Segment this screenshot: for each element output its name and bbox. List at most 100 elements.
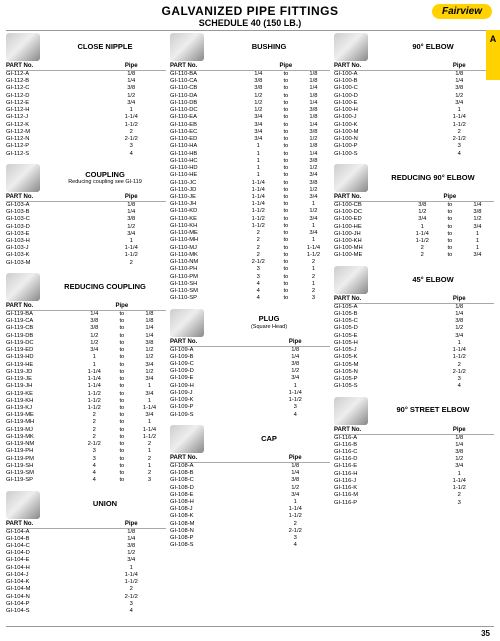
table-row: GI-110-EC3/4to3/8	[170, 129, 330, 136]
column-1: CLOSE NIPPLEPART No.PipeGI-112-A1/8GI-11…	[6, 33, 166, 621]
table-row: GI-116-D1/2	[334, 456, 494, 463]
section-90-elbow: 90° ELBOWPART No.PipeGI-100-A1/8GI-100-B…	[334, 33, 494, 158]
table-row: GI-104-N2-1/2	[6, 594, 166, 601]
page-subtitle: SCHEDULE 40 (150 LB.)	[0, 18, 500, 28]
table-row: GI-100-M2	[334, 129, 494, 136]
table-row: GI-108-B1/4	[170, 470, 330, 477]
table-row: GI-110-PH3to1	[170, 266, 330, 273]
section-title: UNION	[44, 500, 166, 508]
table-row: GI-110-PM3to2	[170, 274, 330, 281]
col-pipe: Pipe	[96, 194, 166, 200]
col-pipe: Pipe	[439, 194, 461, 200]
product-image	[6, 33, 40, 61]
table-row: GI-112-D1/2	[6, 93, 166, 100]
table-row: GI-108-K1-1/2	[170, 513, 330, 520]
table-row: GI-119-JE1-1/4to3/4	[6, 376, 166, 383]
table-row: GI-110-JD1-1/4to1/2	[170, 187, 330, 194]
section-title: COUPLINGReducing coupling see GI-119	[44, 171, 166, 185]
table-row: GI-105-S4	[334, 383, 494, 390]
table-row: GI-105-M2	[334, 362, 494, 369]
product-image	[170, 33, 204, 61]
col-part: PART No.	[6, 63, 96, 69]
table-row: GI-119-MK2to1-1/2	[6, 434, 166, 441]
section-bushing: BUSHINGPART No.PipeGI-110-BA1/4to1/8GI-1…	[170, 33, 330, 303]
table-row: GI-108-A1/8	[170, 463, 330, 470]
table-row: GI-103-D1/2	[6, 224, 166, 231]
table-row: GI-112-H1	[6, 107, 166, 114]
table-row: GI-104-K1-1/2	[6, 579, 166, 586]
table-row: GI-108-J1-1/4	[170, 506, 330, 513]
table-row: GI-110-HB1to1/4	[170, 151, 330, 158]
table-row: GI-100-MH2to1	[334, 245, 494, 252]
table-row: GI-100-KH1-1/2to1	[334, 238, 494, 245]
section-title: BUSHING	[208, 43, 330, 51]
table-row: GI-103-H1	[6, 238, 166, 245]
table-row: GI-112-K1-1/2	[6, 122, 166, 129]
table-row: GI-100-P3	[334, 143, 494, 150]
table-row: GI-109-S4	[170, 412, 330, 419]
table-row: GI-104-D1/2	[6, 550, 166, 557]
table-row: GI-110-KH1-1/2to1	[170, 223, 330, 230]
table-row: GI-110-CB3/8to1/4	[170, 85, 330, 92]
section-title: CLOSE NIPPLE	[44, 43, 166, 51]
table-row: GI-109-D1/2	[170, 368, 330, 375]
col-pipe: Pipe	[424, 296, 494, 302]
section-title: CAP	[208, 435, 330, 443]
col-pipe: Pipe	[424, 427, 494, 433]
table-row: GI-100-C3/8	[334, 85, 494, 92]
table-row: GI-116-K1-1/2	[334, 485, 494, 492]
table-row: GI-100-D1/2	[334, 93, 494, 100]
table-row: GI-110-CA3/8to1/8	[170, 78, 330, 85]
table-row: GI-119-MH2to1	[6, 419, 166, 426]
table-row: GI-116-J1-1/4	[334, 478, 494, 485]
table-row: GI-105-A1/8	[334, 304, 494, 311]
col-pipe: Pipe	[275, 63, 297, 69]
table-row: GI-100-E3/4	[334, 100, 494, 107]
table-row: GI-108-H1	[170, 499, 330, 506]
table-row: GI-110-EB3/4to1/4	[170, 122, 330, 129]
table-row: GI-103-J1-1/4	[6, 245, 166, 252]
table-row: GI-119-JD1-1/4to1/2	[6, 369, 166, 376]
table-row: GI-119-DB1/2to1/4	[6, 333, 166, 340]
table-row: GI-119-SM4to2	[6, 470, 166, 477]
table-row: GI-103-B1/4	[6, 209, 166, 216]
table-row: GI-119-KH1-1/2to1	[6, 398, 166, 405]
section-reducing-90-elbow: REDUCING 90° ELBOWPART No.PipeGI-100-CB3…	[334, 164, 494, 260]
table-row: GI-103-M2	[6, 260, 166, 267]
table-row: GI-100-JH1-1/4to1	[334, 231, 494, 238]
col-pipe: Pipe	[424, 63, 494, 69]
product-image	[6, 164, 40, 192]
table-row: GI-104-H1	[6, 565, 166, 572]
table-row: GI-119-HE1to3/4	[6, 362, 166, 369]
table-row: GI-105-E3/4	[334, 333, 494, 340]
section-coupling: COUPLINGReducing coupling see GI-119PART…	[6, 164, 166, 267]
product-image	[334, 164, 368, 192]
table-row: GI-104-J1-1/4	[6, 572, 166, 579]
table-row: GI-105-J1-1/4	[334, 347, 494, 354]
table-row: GI-110-HE1to3/4	[170, 172, 330, 179]
table-row: GI-112-A1/8	[6, 71, 166, 78]
table-row: GI-109-E3/4	[170, 375, 330, 382]
table-row: GI-112-P3	[6, 143, 166, 150]
table-row: GI-105-P3	[334, 376, 494, 383]
table-row: GI-112-S4	[6, 151, 166, 158]
product-image	[170, 309, 204, 337]
product-image	[334, 266, 368, 294]
table-row: GI-104-E3/4	[6, 557, 166, 564]
product-image	[6, 491, 40, 519]
page-header: GALVANIZED PIPE FITTINGS SCHEDULE 40 (15…	[0, 0, 500, 30]
col-pipe: Pipe	[96, 63, 166, 69]
section-title: 90° ELBOW	[372, 43, 494, 51]
table-row: GI-116-E3/4	[334, 463, 494, 470]
table-row: GI-100-A1/8	[334, 71, 494, 78]
table-row: GI-108-S4	[170, 542, 330, 549]
col-part: PART No.	[170, 63, 242, 69]
section-close-nipple: CLOSE NIPPLE PART No.Pipe GI-112-A1/8 GI-11…	[6, 33, 166, 158]
table-row: GI-104-A1/8	[6, 529, 166, 536]
table-row: GI-100-CB3/8to1/4	[334, 202, 494, 209]
table-row: GI-119-CA3/8to1/8	[6, 318, 166, 325]
table-row: GI-100-DC1/2to3/8	[334, 209, 494, 216]
section-title: PLUG(Square Head)	[208, 315, 330, 329]
section-90-street-elbow: 90° STREET ELBOWPART No.PipeGI-116-A1/8G…	[334, 397, 494, 507]
table-row: GI-110-KE1-1/2to3/4	[170, 216, 330, 223]
